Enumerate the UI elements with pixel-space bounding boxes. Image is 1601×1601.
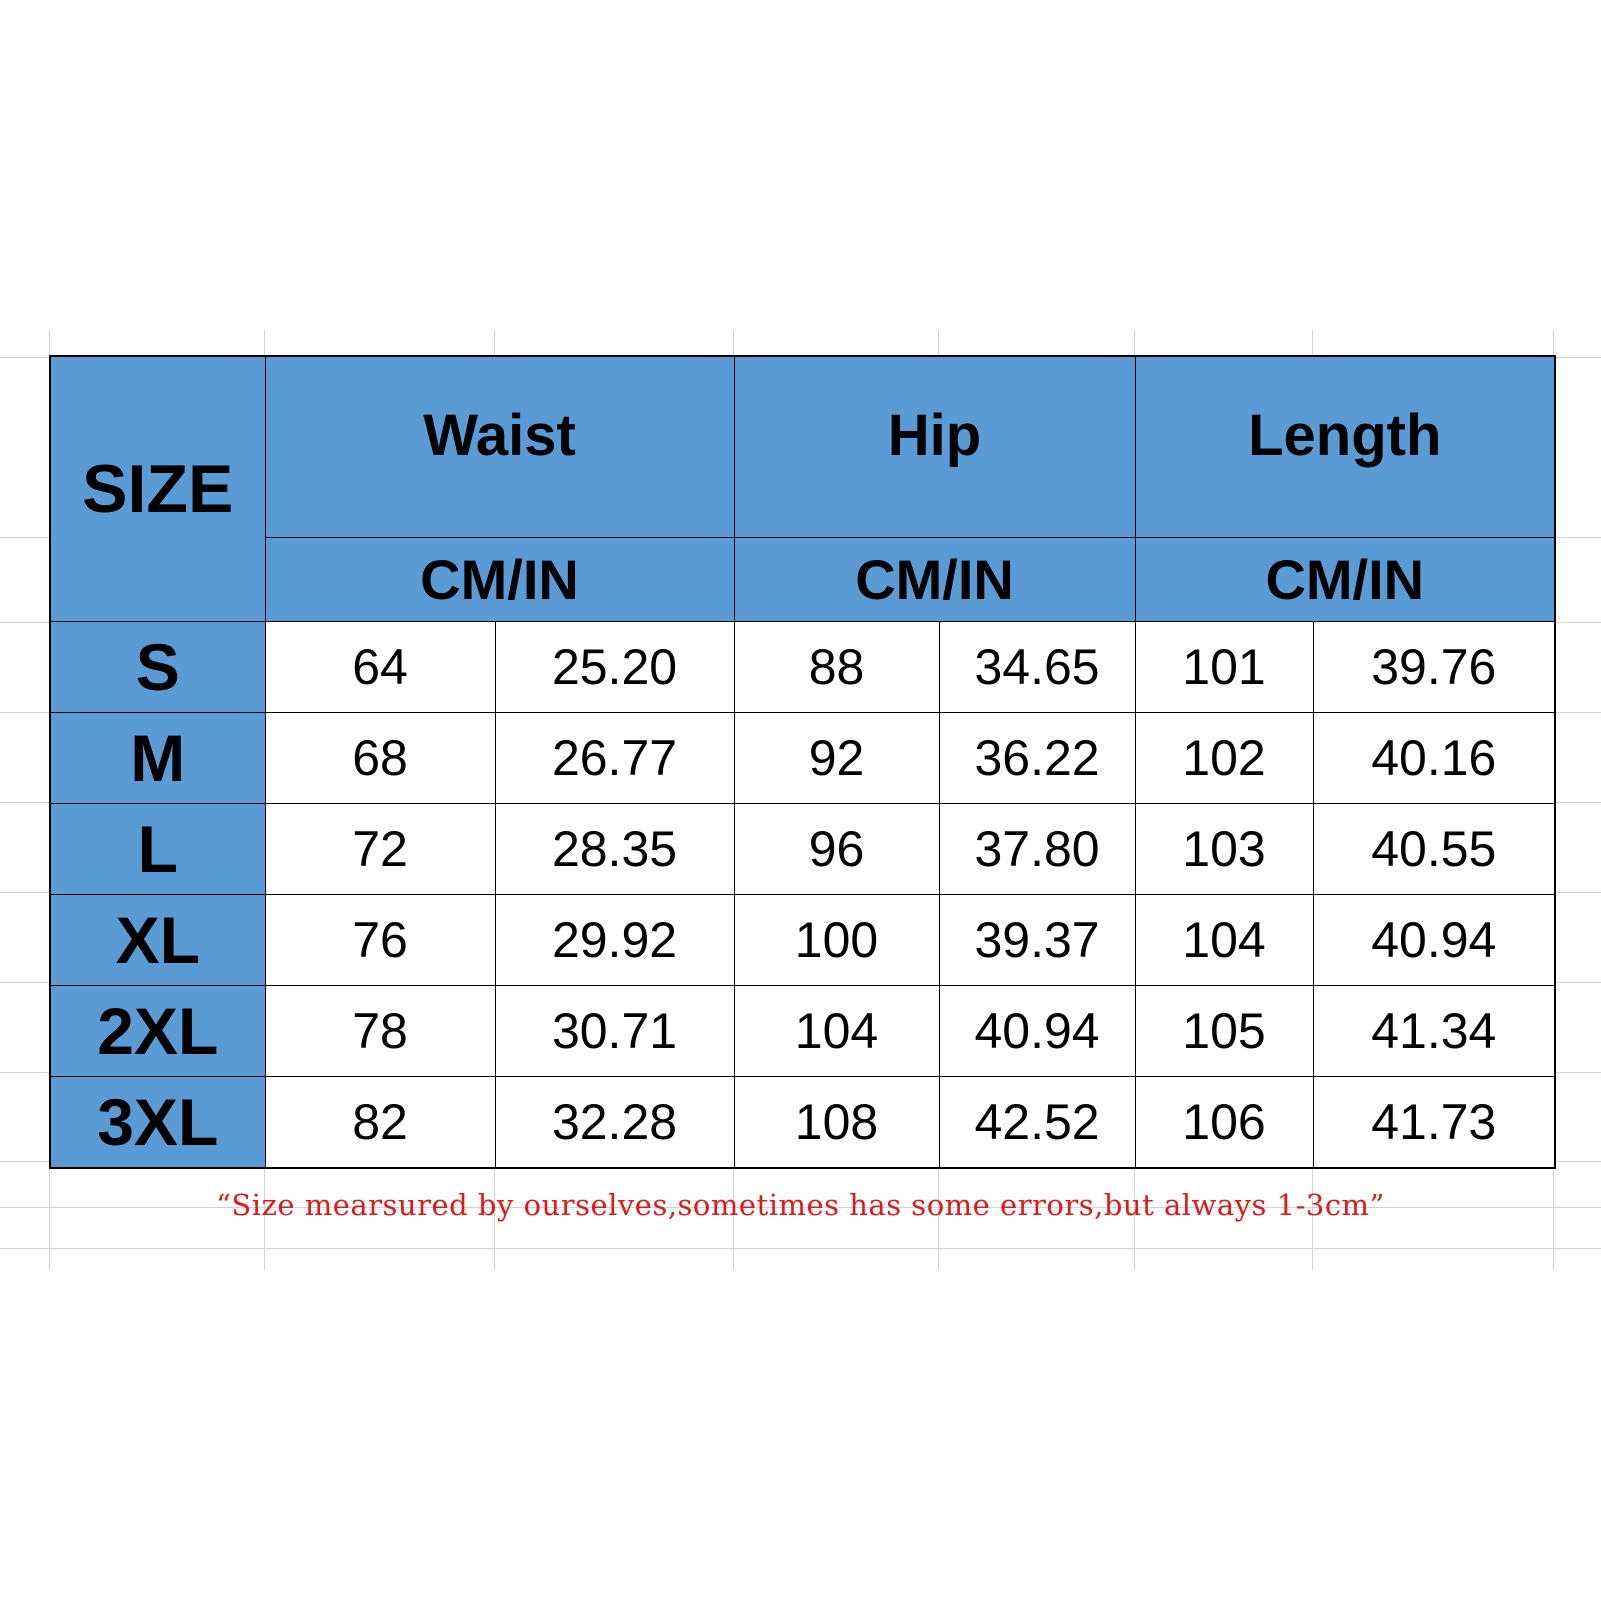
hip-in-cell: 37.80 (938, 803, 1136, 895)
size-label: S (49, 621, 266, 713)
length-in-cell: 41.34 (1312, 985, 1556, 1077)
waist-cm-cell: 78 (264, 985, 496, 1077)
length-header: Length (1134, 355, 1556, 538)
length-cm-cell: 106 (1134, 1076, 1314, 1169)
waist-cm-cell: 76 (264, 894, 496, 986)
length-in-cell: 39.76 (1312, 621, 1556, 713)
length-in-cell: 41.73 (1312, 1076, 1556, 1169)
hip-cm-cell: 108 (733, 1076, 940, 1169)
size-label: 3XL (49, 1076, 266, 1169)
length-cm-cell: 103 (1134, 803, 1314, 895)
waist-in-cell: 30.71 (494, 985, 735, 1077)
measurement-note: “Size mearsured by ourselves,sometimes h… (216, 1188, 1385, 1222)
waist-cm-cell: 64 (264, 621, 496, 713)
table-row: S 64 25.20 88 34.65 101 39.76 (49, 621, 1556, 713)
waist-in-cell: 32.28 (494, 1076, 735, 1169)
waist-cm-cell: 82 (264, 1076, 496, 1169)
size-label: XL (49, 894, 266, 986)
waist-in-cell: 28.35 (494, 803, 735, 895)
waist-unit-header: CM/IN (264, 537, 735, 622)
waist-in-cell: 25.20 (494, 621, 735, 713)
waist-in-cell: 29.92 (494, 894, 735, 986)
table-row: L 72 28.35 96 37.80 103 40.55 (49, 803, 1556, 895)
size-header: SIZE (49, 355, 266, 622)
length-cm-cell: 102 (1134, 712, 1314, 804)
size-chart-table: SIZE Waist Hip Length CM/IN CM/IN CM/IN … (49, 355, 1557, 1169)
hip-in-cell: 40.94 (938, 985, 1136, 1077)
waist-header: Waist (264, 355, 735, 538)
length-in-cell: 40.16 (1312, 712, 1556, 804)
size-label: L (49, 803, 266, 895)
waist-cm-cell: 68 (264, 712, 496, 804)
hip-in-cell: 34.65 (938, 621, 1136, 713)
hip-cm-cell: 96 (733, 803, 940, 895)
length-cm-cell: 101 (1134, 621, 1314, 713)
table-row: XL 76 29.92 100 39.37 104 40.94 (49, 894, 1556, 986)
hip-in-cell: 39.37 (938, 894, 1136, 986)
hip-cm-cell: 88 (733, 621, 940, 713)
table-row: 3XL 82 32.28 108 42.52 106 41.73 (49, 1076, 1556, 1169)
table-row: 2XL 78 30.71 104 40.94 105 41.34 (49, 985, 1556, 1077)
hip-unit-header: CM/IN (733, 537, 1136, 622)
size-label: M (49, 712, 266, 804)
hip-cm-cell: 100 (733, 894, 940, 986)
gridline (0, 1207, 1601, 1208)
waist-cm-cell: 72 (264, 803, 496, 895)
hip-in-cell: 42.52 (938, 1076, 1136, 1169)
hip-cm-cell: 92 (733, 712, 940, 804)
hip-cm-cell: 104 (733, 985, 940, 1077)
table-row: M 68 26.77 92 36.22 102 40.16 (49, 712, 1556, 804)
hip-header: Hip (733, 355, 1136, 538)
length-cm-cell: 105 (1134, 985, 1314, 1077)
length-in-cell: 40.55 (1312, 803, 1556, 895)
gridline (0, 1248, 1601, 1249)
size-label: 2XL (49, 985, 266, 1077)
length-cm-cell: 104 (1134, 894, 1314, 986)
waist-in-cell: 26.77 (494, 712, 735, 804)
length-unit-header: CM/IN (1134, 537, 1556, 622)
hip-in-cell: 36.22 (938, 712, 1136, 804)
length-in-cell: 40.94 (1312, 894, 1556, 986)
